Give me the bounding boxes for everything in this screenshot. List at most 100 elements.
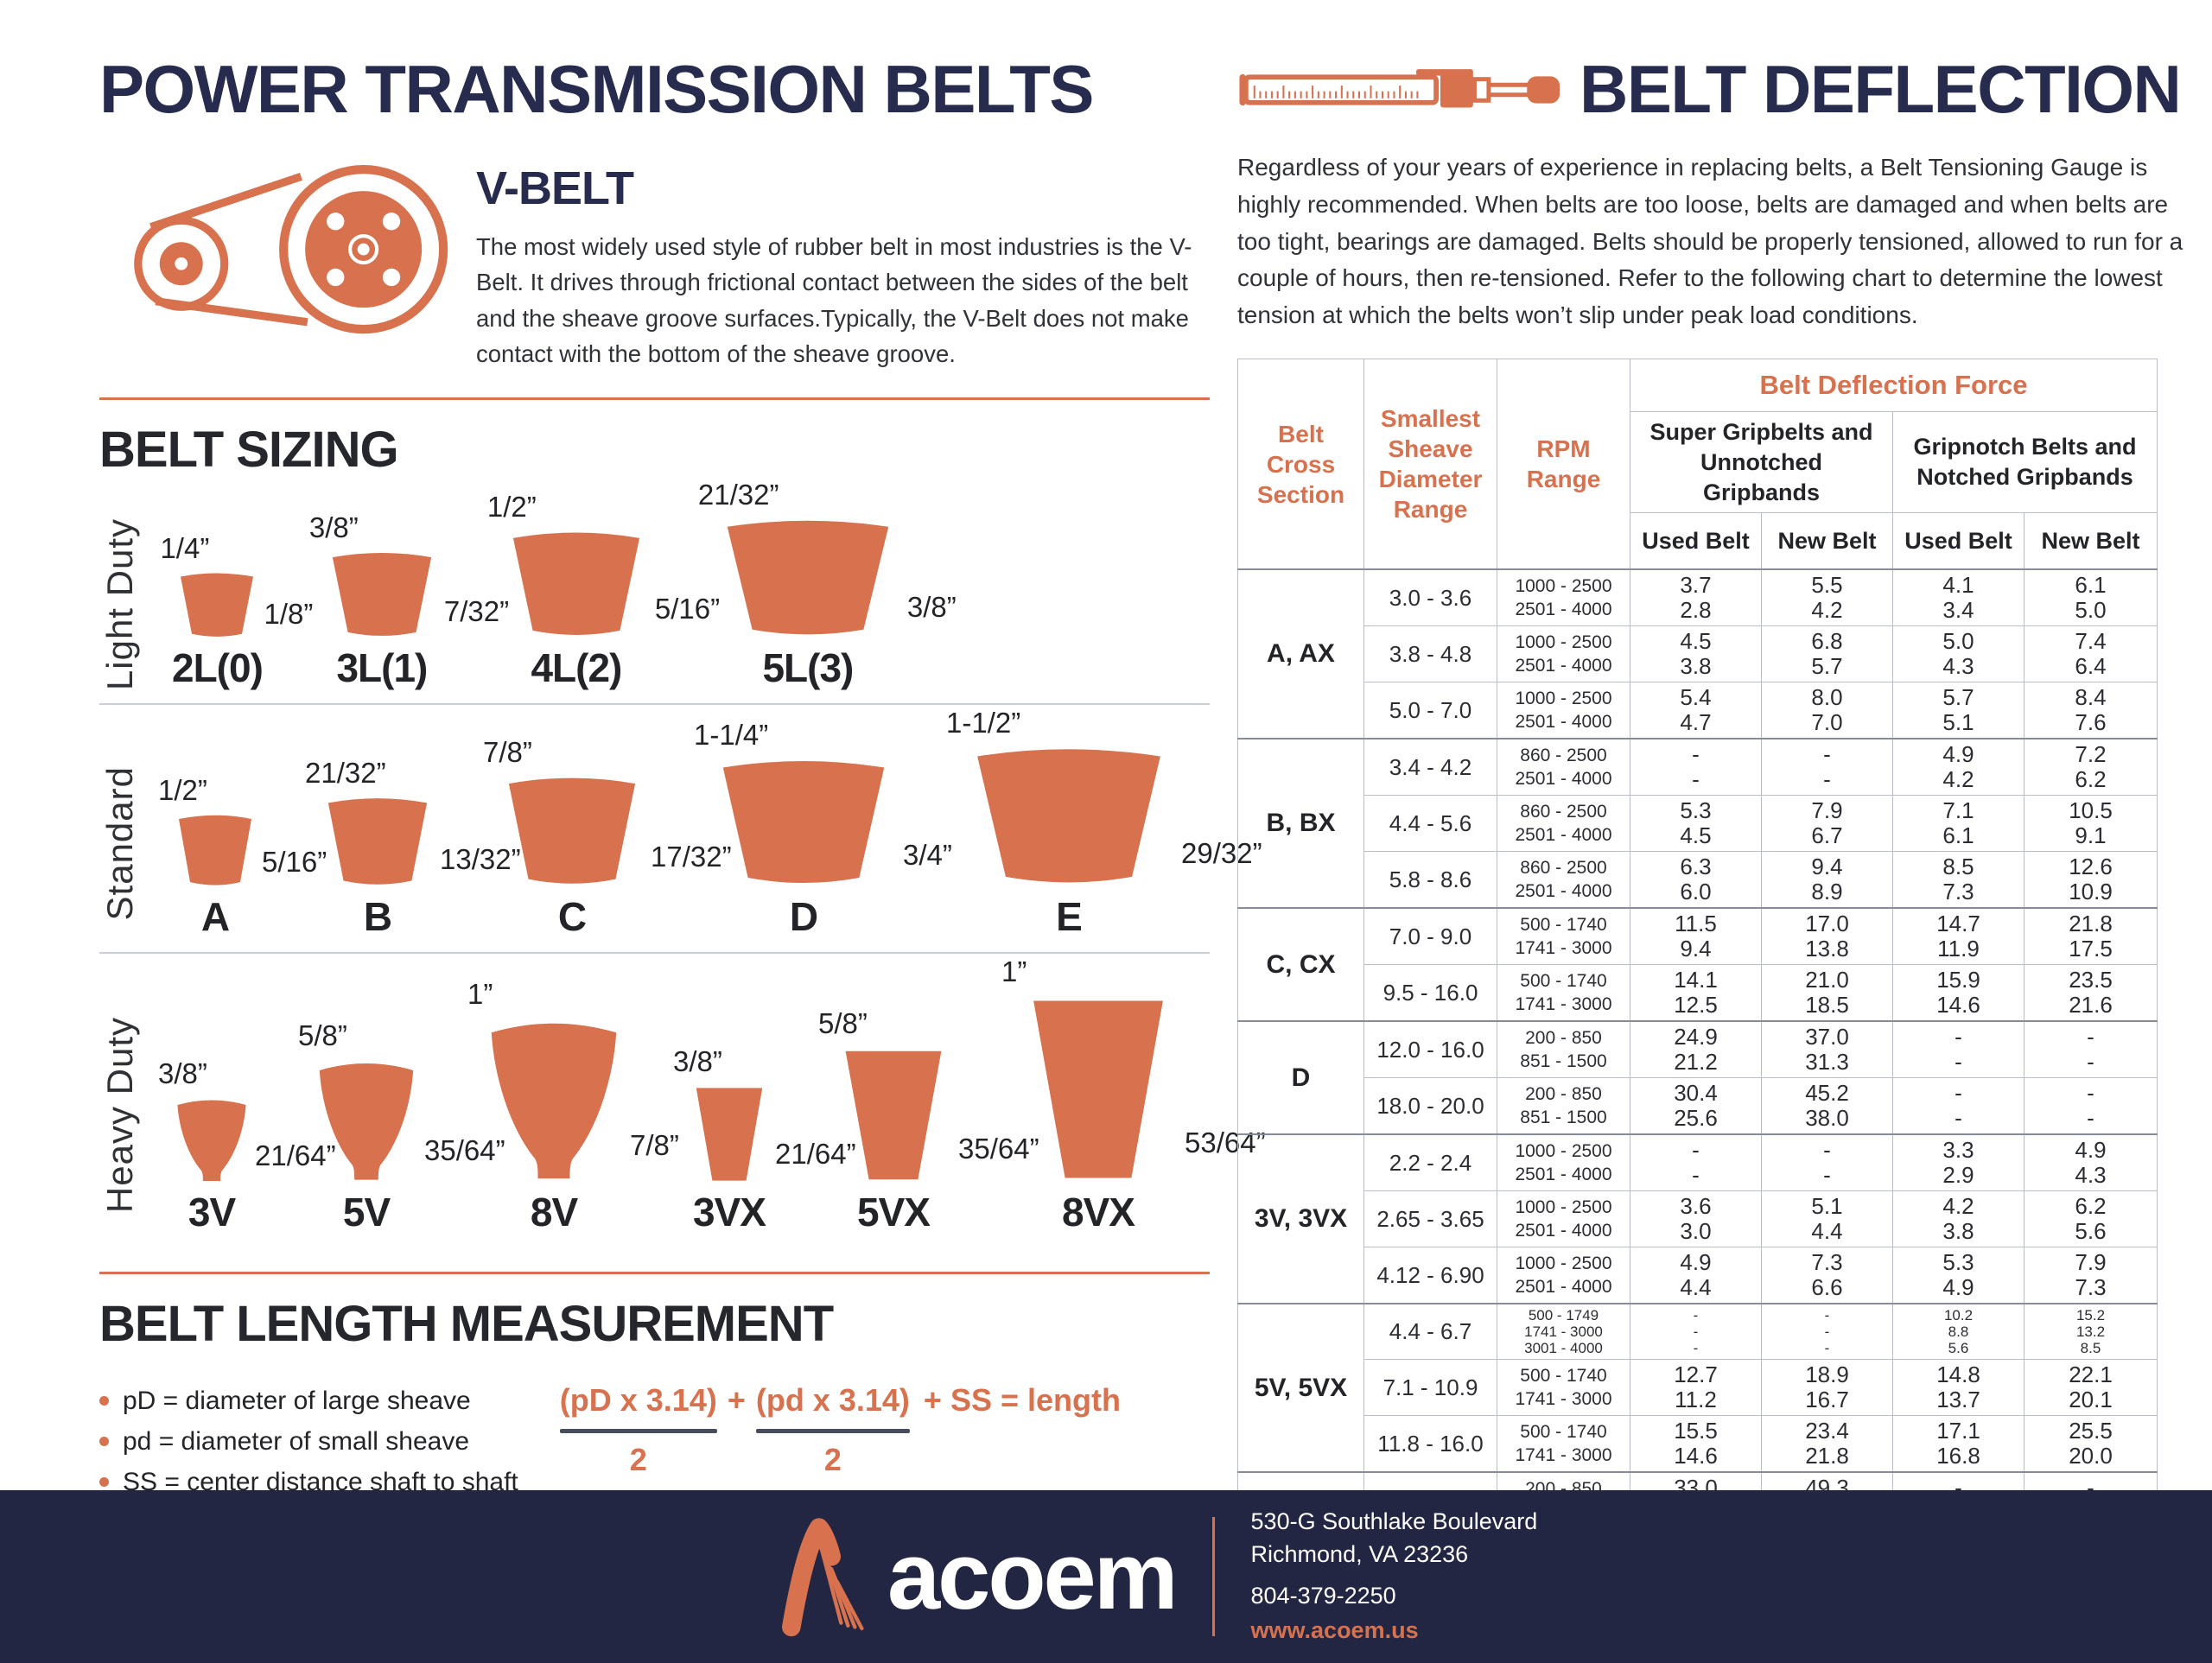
rpm-line: 2501 - 4000 [1515, 600, 1612, 620]
deflection-intro: Regardless of your years of experience i… [1237, 154, 2183, 329]
bullet-dot-icon [99, 1477, 109, 1487]
force-value-line: 30.4 [1674, 1080, 1718, 1107]
force-value-line: 5.3 [1680, 797, 1712, 824]
formula-denominator-1: 2 [629, 1442, 647, 1477]
page-title: POWER TRANSMISSION BELTS [99, 51, 1094, 127]
force-value-line: 7.2 [2075, 741, 2107, 768]
force-value-line: 4.3 [2075, 1162, 2107, 1189]
rpm-range-cell: 500 - 1749 1741 - 3000 3001 - 4000 [1497, 1303, 1630, 1361]
header-new-belt-2: New Belt [2024, 512, 2158, 570]
force-value-cell: 6.2 5.6 [2024, 1190, 2158, 1248]
force-value-line: 7.1 [1942, 797, 1974, 824]
force-value-cell: -- [1761, 738, 1893, 797]
sheave-range-cell: 12.0 - 16.0 [1363, 1020, 1497, 1079]
belt-name: 3V [188, 1190, 236, 1235]
force-value-cell: 12.7 11.2 [1630, 1359, 1762, 1417]
force-value-cell: 3.3 2.9 [1892, 1133, 2024, 1192]
force-value-line: - [1955, 1080, 1962, 1107]
force-value-cell: 4.9 4.2 [1892, 738, 2024, 797]
belt-item-2L(0): 1/4” 1/8” 2L(0) [160, 532, 313, 691]
deflection-table: Belt Cross Section Smallest Sheave Diame… [1237, 359, 2158, 1586]
force-value-cell: --- [1630, 1303, 1762, 1361]
force-value-cell: 10.2 8.8 5.6 [1892, 1303, 2024, 1361]
force-value-cell: 15.2 13.2 8.5 [2024, 1303, 2158, 1361]
force-value-line: - [1823, 766, 1831, 793]
formula-plus-sign: + [727, 1382, 746, 1418]
belt-name: 3L(1) [336, 645, 428, 690]
force-value-line: - [1692, 1162, 1700, 1189]
address-line-2: Richmond, VA 23236 [1250, 1541, 1469, 1568]
belt-top-width-label: 3/8” [158, 1057, 207, 1089]
belt-cross-section-icon [727, 520, 889, 635]
table-row: 11.8 - 16.0 500 - 1740 1741 - 3000 15.5 14.6… [1238, 1415, 2158, 1473]
force-value-line: - [1693, 1323, 1699, 1341]
rpm-line: 2501 - 4000 [1515, 656, 1612, 676]
force-value-line: 7.9 [2075, 1249, 2107, 1276]
force-value-line: 2.8 [1680, 597, 1712, 624]
belt-cross-section-icon [332, 553, 432, 636]
force-value-cell: 5.3 4.5 [1630, 795, 1762, 853]
force-value-cell: 8.0 7.0 [1761, 682, 1893, 739]
force-value-cell: 5.7 5.1 [1892, 682, 2024, 739]
belt-item-5VX: 5/8” 35/64” 5VX [818, 1007, 1039, 1235]
force-value-line: 5.7 [1942, 684, 1974, 711]
force-value-cell: -- [1892, 1077, 2024, 1135]
force-value-line: - [2087, 1024, 2094, 1050]
force-value-line: 24.9 [1674, 1024, 1718, 1050]
belt-cross-section-icon [845, 1050, 942, 1180]
force-value-line: - [1692, 741, 1700, 768]
force-value-line: - [1693, 1340, 1699, 1357]
force-value-cell: -- [2024, 1020, 2158, 1079]
belt-cross-section-cell: A, AX [1237, 568, 1364, 739]
force-value-line: 4.9 [2075, 1137, 2107, 1164]
force-value-line: 10.9 [2069, 879, 2113, 905]
force-value-line: 4.4 [1680, 1274, 1712, 1301]
table-header-row-3: Used Belt New Belt Used Belt New Belt [1238, 512, 2158, 570]
force-value-line: 4.1 [1942, 572, 1974, 599]
rpm-range-cell: 1000 - 2500 2501 - 4000 [1497, 682, 1630, 739]
force-value-line: 5.4 [1680, 684, 1712, 711]
belt-name: C [557, 894, 587, 939]
footer-website-link[interactable]: www.acoem.us [1250, 1616, 1419, 1643]
force-value-line: 8.5 [1942, 854, 1974, 880]
force-value-line: 5.1 [1811, 1193, 1843, 1220]
force-value-line: 11.2 [1675, 1387, 1717, 1413]
force-value-cell: 4.2 3.8 [1892, 1190, 2024, 1248]
force-value-line: 7.4 [2075, 628, 2107, 655]
rpm-line: 1741 - 3000 [1515, 1389, 1612, 1410]
table-row: 18.0 - 20.0 200 - 850 851 - 1500 30.4 25.6 45… [1238, 1077, 2158, 1135]
belt-top-width-label: 1-1/4” [694, 719, 769, 751]
belt-name: 5VX [857, 1190, 931, 1235]
belt-item-D: 1-1/4” 3/4” D [694, 719, 952, 940]
belt-cross-section-cell: D [1237, 1020, 1364, 1135]
belt-name: 2L(0) [172, 645, 264, 690]
force-value-line: 4.5 [1680, 822, 1712, 849]
deflection-title: BELT DEFLECTION [1580, 51, 2182, 127]
formula-numerator-2: (pd x 3.14) [755, 1382, 910, 1418]
sheave-range-cell: 3.4 - 4.2 [1363, 738, 1497, 797]
belt-depth-label: 7/8” [630, 1129, 679, 1162]
sheave-range-cell: 3.0 - 3.6 [1363, 568, 1497, 627]
force-value-cell: 4.9 4.3 [2024, 1133, 2158, 1192]
table-row: 3V, 3VX 2.2 - 2.4 1000 - 2500 2501 - 4000- -… [1237, 1133, 2158, 1304]
force-value-cell: 10.5 9.1 [2024, 795, 2158, 853]
belt-shape: 1-1/4” 3/4” [694, 719, 952, 888]
force-value-line: 6.1 [1942, 822, 1974, 849]
belt-name: B [363, 894, 392, 939]
row-divider [99, 703, 1210, 705]
force-value-line: 5.0 [1942, 628, 1974, 655]
belt-cross-section-icon [491, 1023, 617, 1179]
belt-cross-section-icon [1033, 1000, 1163, 1178]
rpm-line: 2501 - 4000 [1515, 769, 1612, 790]
force-value-cell: 7.4 6.4 [2024, 625, 2158, 683]
force-value-line: 17.5 [2069, 936, 2113, 962]
force-value-line: 9.1 [2075, 822, 2107, 849]
rpm-line: 3001 - 4000 [1524, 1340, 1603, 1357]
sheave-range-cell: 7.1 - 10.9 [1363, 1359, 1497, 1417]
force-value-line: 31.3 [1805, 1049, 1849, 1076]
belt-length-section: pD = diameter of large sheave pd = diamet… [99, 1353, 1210, 1508]
belt-cross-section-cell: B, BX [1237, 738, 1364, 909]
force-value-cell: 3.6 3.0 [1630, 1190, 1762, 1248]
force-value-line: 11.5 [1675, 911, 1717, 937]
force-value-line: 6.3 [1680, 854, 1712, 880]
